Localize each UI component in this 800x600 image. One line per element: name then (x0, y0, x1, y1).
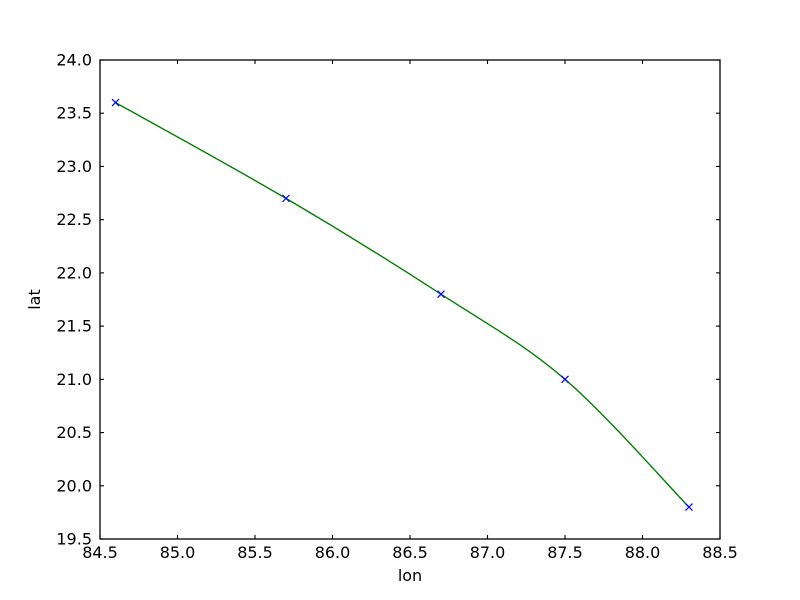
x-tick-label: 88.0 (625, 543, 661, 562)
data-series (111, 98, 693, 511)
x-tick-label: 84.5 (82, 543, 118, 562)
axis-tick-labels: 84.5 85.0 85.5 86.0 86.5 87.0 87.5 88.0 88.5 19.5… (56, 51, 737, 563)
axis-ticks (99, 59, 721, 540)
x-tick-label: 87.5 (547, 543, 583, 562)
y-tick-label: 19.5 (56, 530, 92, 549)
y-tick-label: 22.5 (56, 210, 92, 229)
y-tick-label: 22.0 (56, 263, 92, 282)
y-axis-label: lat (25, 289, 44, 310)
x-axis-label: lon (398, 566, 422, 585)
x-tick-label: 85.0 (160, 543, 196, 562)
data-point-marker (561, 375, 569, 384)
x-tick-label: 85.5 (237, 543, 273, 562)
y-tick-label: 20.0 (56, 476, 92, 495)
data-point-marker (685, 503, 693, 511)
x-tick-label: 86.0 (315, 543, 351, 562)
y-tick-label: 23.5 (56, 104, 92, 123)
x-tick-label: 87.0 (470, 543, 506, 562)
x-tick-label: 86.5 (392, 543, 428, 562)
interpolated-line (115, 101, 690, 508)
axes-frame (99, 59, 721, 540)
data-point-marker (111, 98, 120, 107)
y-tick-label: 24.0 (56, 51, 92, 70)
y-tick-label: 21.0 (56, 370, 92, 389)
y-tick-label: 20.5 (56, 423, 92, 442)
data-point-marker (437, 290, 445, 299)
y-tick-label: 21.5 (56, 317, 92, 336)
data-point-marker (282, 194, 290, 203)
y-tick-label: 23.0 (56, 157, 92, 176)
axes-spines (99, 59, 721, 540)
x-tick-label: 88.5 (702, 543, 738, 562)
